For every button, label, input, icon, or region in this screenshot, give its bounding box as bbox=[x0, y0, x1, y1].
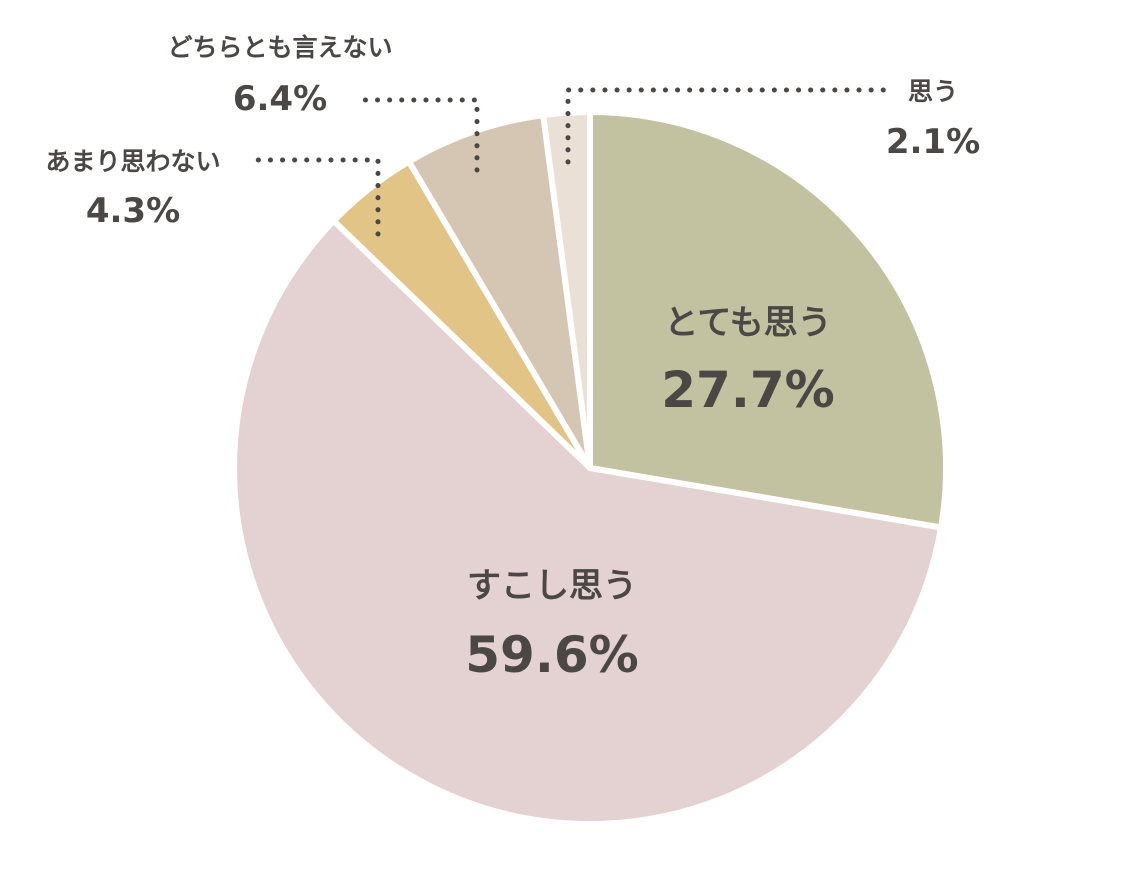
slice-label-dochiratomo: どちらとも言えない bbox=[167, 33, 392, 62]
leader-line-amari bbox=[249, 157, 381, 237]
slice-value-sukoshi: 59.6% bbox=[465, 626, 638, 684]
slice-value-shiomou: 2.1% bbox=[886, 122, 980, 162]
pie-slices bbox=[231, 109, 949, 827]
slice-totemo bbox=[587, 109, 949, 531]
slice-dochiratomo bbox=[405, 112, 593, 471]
slice-value-totemo: 27.7% bbox=[661, 361, 834, 419]
slice-label-sukoshi: すこし思う bbox=[467, 566, 637, 606]
slice-value-amari: 4.3% bbox=[86, 191, 180, 231]
leader-lines bbox=[249, 87, 888, 237]
slice-label-shiomou: 思う bbox=[908, 77, 958, 106]
slice-sukoshi bbox=[231, 217, 944, 827]
slice-value-dochiratomo: 6.4% bbox=[233, 79, 327, 119]
leader-line-shiomou bbox=[565, 87, 888, 165]
slice-label-amari: あまり思わない bbox=[45, 147, 220, 176]
slice-label-totemo: とても思う bbox=[664, 303, 831, 343]
leader-line-dochiratomo bbox=[353, 97, 480, 173]
